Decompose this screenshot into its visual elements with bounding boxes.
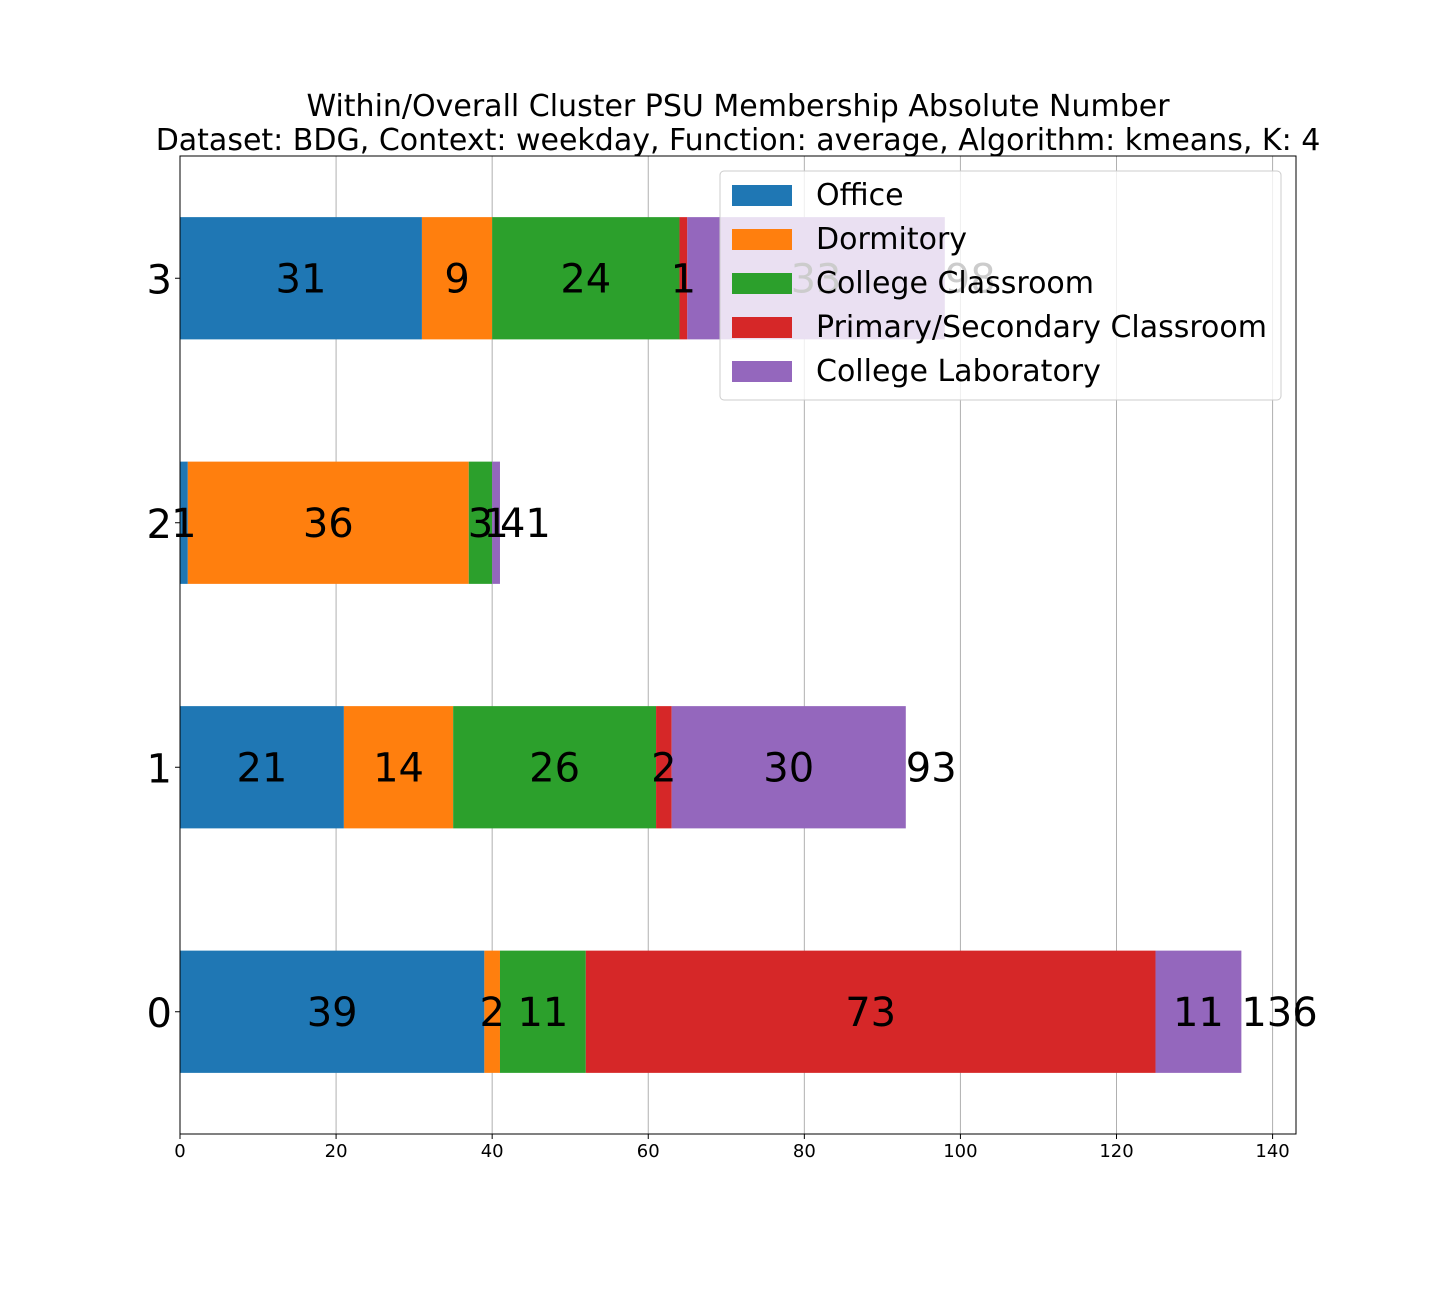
bar-segment-office bbox=[180, 461, 188, 584]
legend-swatch bbox=[732, 273, 792, 294]
title-group: Within/Overall Cluster PSU Membership Ab… bbox=[156, 89, 1321, 158]
bar-segment-primary-secondary-classroom bbox=[585, 950, 1156, 1073]
data-label: 1 bbox=[171, 501, 196, 547]
data-label: 2 bbox=[651, 745, 676, 791]
bar-segment-college-classroom bbox=[492, 217, 680, 340]
bar-segment-primary-secondary-classroom bbox=[679, 217, 688, 340]
data-label: 31 bbox=[276, 256, 327, 302]
legend-label: College Laboratory bbox=[816, 354, 1101, 389]
bar-segment-college-laboratory bbox=[1155, 950, 1242, 1073]
data-label: 11 bbox=[1173, 990, 1224, 1036]
chart-title: Within/Overall Cluster PSU Membership Ab… bbox=[306, 89, 1170, 124]
data-label: 30 bbox=[763, 745, 814, 791]
bar-segment-dormitory bbox=[484, 950, 500, 1073]
total-label: 93 bbox=[906, 745, 957, 791]
data-label: 73 bbox=[845, 990, 896, 1036]
x-tick-label: 0 bbox=[174, 1141, 185, 1162]
x-tick-label: 140 bbox=[1255, 1141, 1289, 1162]
legend-swatch bbox=[732, 317, 792, 338]
legend: Office Dormitory College Classroom Primary/… bbox=[719, 170, 1282, 401]
x-tick-label: 120 bbox=[1099, 1141, 1133, 1162]
y-tick-label: 2 bbox=[147, 502, 172, 548]
y-tick-label: 0 bbox=[147, 991, 172, 1037]
data-label: 24 bbox=[560, 256, 611, 302]
x-tick-label: 100 bbox=[943, 1141, 977, 1162]
bar-segment-college-classroom bbox=[499, 950, 586, 1073]
total-label: 41 bbox=[500, 501, 551, 547]
legend-box bbox=[719, 170, 1282, 401]
bar-segment-dormitory bbox=[421, 217, 493, 340]
bar-segment-office bbox=[180, 706, 344, 829]
legend-label: Primary/Secondary Classroom bbox=[816, 310, 1267, 345]
bar-segment-college-classroom bbox=[453, 706, 657, 829]
legend-swatch bbox=[732, 361, 792, 382]
bar-segment-college-laboratory bbox=[671, 706, 906, 829]
x-tick-label: 60 bbox=[637, 1141, 660, 1162]
legend-swatch bbox=[732, 229, 792, 250]
data-label: 11 bbox=[517, 990, 568, 1036]
data-label: 36 bbox=[303, 501, 354, 547]
data-label: 26 bbox=[529, 745, 580, 791]
data-label: 2 bbox=[479, 990, 504, 1036]
x-tick-label: 40 bbox=[481, 1141, 504, 1162]
data-label: 1 bbox=[483, 501, 508, 547]
legend-label: Office bbox=[816, 178, 904, 213]
data-label: 3 bbox=[468, 501, 493, 547]
chart-subtitle: Dataset: BDG, Context: weekday, Function… bbox=[156, 123, 1321, 158]
total-label: 136 bbox=[1241, 990, 1317, 1036]
bar-segment-dormitory bbox=[187, 461, 469, 584]
data-label: 14 bbox=[373, 745, 424, 791]
plot-frame bbox=[179, 155, 1297, 1135]
data-label: 1 bbox=[671, 256, 696, 302]
bar-segment-office bbox=[180, 217, 422, 340]
legend-swatch bbox=[732, 185, 792, 206]
x-tick-label: 20 bbox=[325, 1141, 348, 1162]
bar-segment-primary-secondary-classroom bbox=[656, 706, 672, 829]
data-label: 39 bbox=[307, 990, 358, 1036]
y-tick-label: 1 bbox=[147, 746, 172, 792]
bar-segment-dormitory bbox=[343, 706, 454, 829]
legend-label: College Classroom bbox=[816, 266, 1094, 301]
bar-segment-college-laboratory bbox=[492, 461, 500, 584]
data-label: 21 bbox=[236, 745, 287, 791]
x-tick-label: 80 bbox=[793, 1141, 816, 1162]
y-tick-label: 3 bbox=[147, 257, 172, 303]
bar-segment-college-classroom bbox=[468, 461, 493, 584]
bar-segment-office bbox=[180, 950, 485, 1073]
data-label: 9 bbox=[444, 256, 469, 302]
legend-label: Dormitory bbox=[816, 222, 967, 257]
